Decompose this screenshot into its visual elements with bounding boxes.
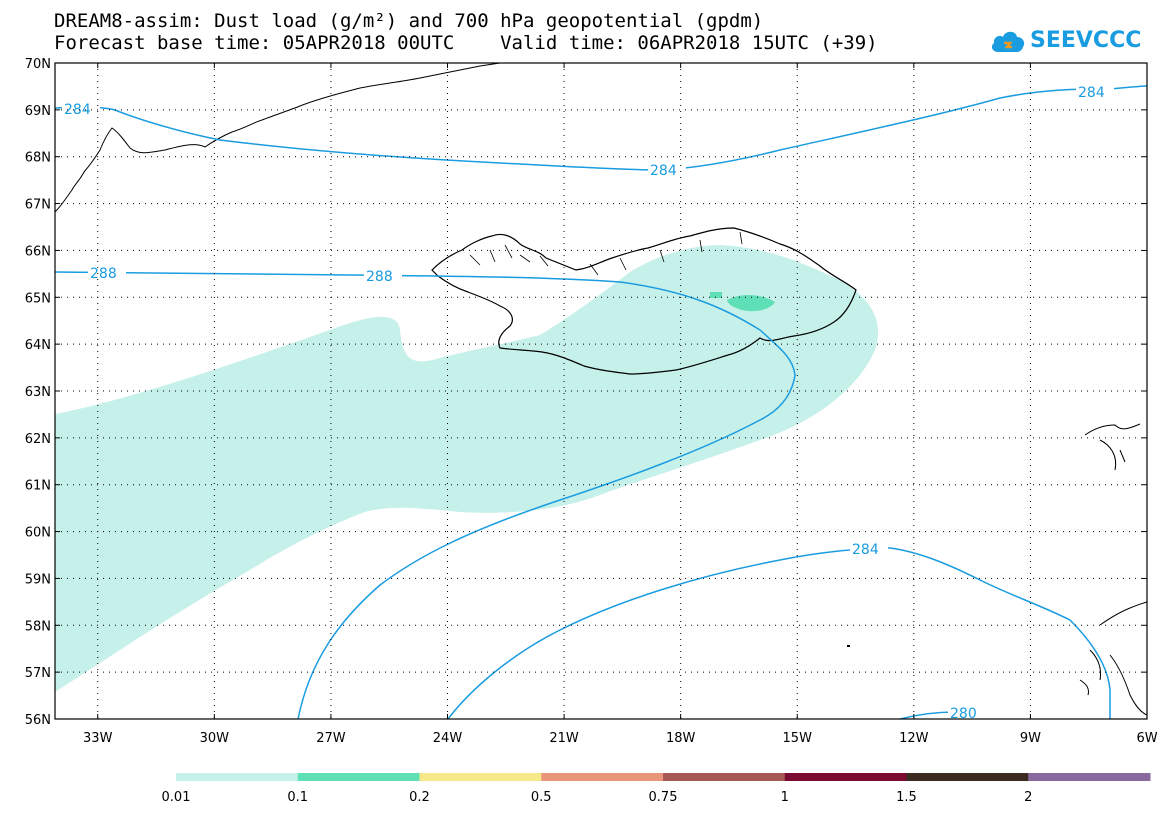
cloud-logo-icon <box>991 31 1025 52</box>
contour-label: 288 <box>366 269 393 285</box>
contour-label: 284 <box>852 542 879 558</box>
faroe-islands <box>1084 423 1141 471</box>
contour-280 <box>899 711 956 719</box>
lon-label: 12W <box>899 731 929 746</box>
greenland-coast <box>55 63 501 213</box>
colorbar-swatch <box>297 773 420 781</box>
lat-label: 63N <box>25 385 51 400</box>
dust-area-low <box>55 245 879 692</box>
contour-label: 288 <box>90 266 117 282</box>
title-line-2: Forecast base time: 05APR2018 00UTC Vali… <box>54 32 878 54</box>
lon-label: 24W <box>433 731 463 746</box>
logo-text: SEEVCCC <box>1030 27 1142 53</box>
lat-label: 69N <box>25 104 51 119</box>
lat-label: 67N <box>25 198 51 213</box>
rockall <box>847 645 850 647</box>
lat-label: 56N <box>25 713 51 728</box>
lat-label: 61N <box>25 479 51 494</box>
lon-label: 30W <box>200 731 230 746</box>
lat-label: 60N <box>25 526 51 541</box>
colorbar-label: 0.01 <box>162 790 191 805</box>
lon-label: 33W <box>83 731 113 746</box>
colorbar-label: 2 <box>1024 790 1032 805</box>
contour-288-north <box>55 271 796 719</box>
iceland-fjords <box>469 231 743 276</box>
colorbar-label: 0.75 <box>649 790 678 805</box>
contour-label: 284 <box>650 163 677 179</box>
colorbar: 0.01 0.1 0.2 0.5 0.75 1 1.5 2 <box>162 773 1151 805</box>
contour-label: 280 <box>950 706 977 722</box>
colorbar-label: 0.2 <box>409 790 430 805</box>
colorbar-label: 1 <box>781 790 789 805</box>
seevccc-logo: SEEVCCC <box>990 22 1141 58</box>
colorbar-swatch <box>419 773 542 781</box>
lat-label: 64N <box>25 338 51 353</box>
contour-284-south <box>447 547 1111 719</box>
colorbar-label: 0.1 <box>287 790 308 805</box>
dust-area-medium <box>727 294 775 312</box>
lon-label: 21W <box>549 731 579 746</box>
lon-label: 27W <box>316 731 346 746</box>
contour-label: 284 <box>1078 85 1105 101</box>
lon-label: 15W <box>783 731 813 746</box>
contour-label: 284 <box>64 102 91 118</box>
lat-label: 62N <box>25 432 51 447</box>
dust-area-gap <box>540 283 612 305</box>
title-line-1: DREAM8-assim: Dust load (g/m²) and 700 h… <box>54 10 764 32</box>
lat-label: 58N <box>25 619 51 634</box>
lon-label: 6W <box>1136 731 1157 746</box>
colorbar-label: 0.5 <box>531 790 552 805</box>
lat-label: 57N <box>25 666 51 681</box>
colorbar-label: 1.5 <box>896 790 917 805</box>
lat-label: 59N <box>25 572 51 587</box>
contour-284-north <box>55 85 1147 171</box>
lat-label: 68N <box>25 151 51 166</box>
iceland-coast <box>431 227 857 375</box>
colorbar-swatch <box>663 773 786 781</box>
scotland-coast <box>1079 601 1147 716</box>
colorbar-swatch <box>176 773 299 781</box>
lon-label: 9W <box>1020 731 1041 746</box>
lat-label: 65N <box>25 291 51 306</box>
dust-area-medium-small <box>710 292 722 298</box>
lat-label: 66N <box>25 244 51 259</box>
colorbar-swatch <box>906 773 1029 781</box>
colorbar-swatch <box>541 773 664 781</box>
lon-label: 18W <box>666 731 696 746</box>
colorbar-swatch <box>1028 773 1151 781</box>
colorbar-swatch <box>784 773 907 781</box>
map-title: DREAM8-assim: Dust load (g/m²) and 700 h… <box>54 10 878 54</box>
lat-label: 70N <box>25 57 51 72</box>
